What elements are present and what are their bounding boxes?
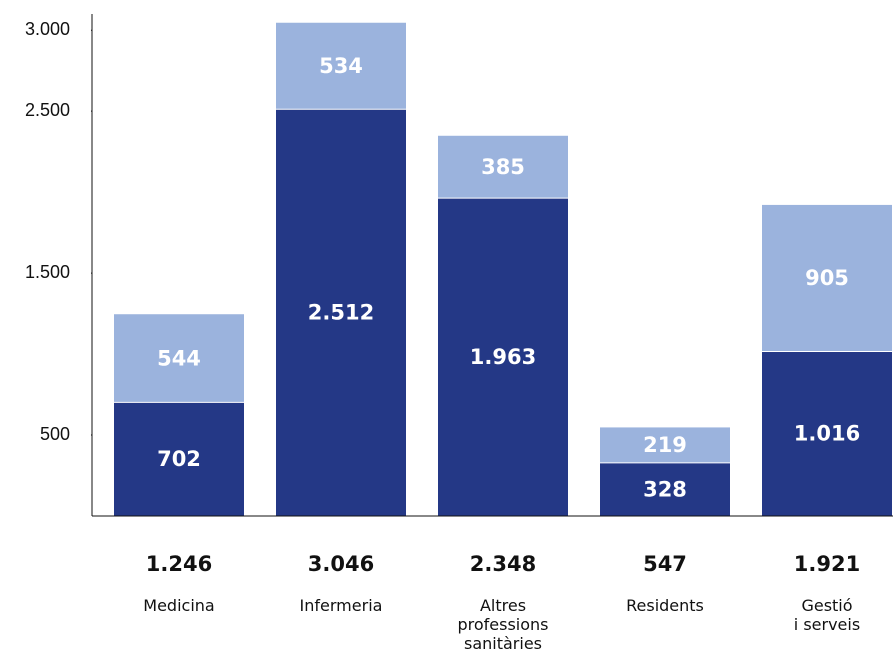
bar-segment <box>114 314 244 403</box>
total-label: 1.246 <box>146 552 212 576</box>
bar-segment <box>762 204 892 352</box>
bar-segment <box>600 462 730 516</box>
category-label: Gestió i serveis <box>793 596 861 634</box>
total-label: 1.921 <box>794 552 860 576</box>
y-tick-label: 2.500 <box>25 100 70 120</box>
value-label: 1.963 <box>470 345 536 369</box>
value-label: 2.512 <box>308 301 374 325</box>
category-label: Medicina <box>143 596 215 615</box>
bar-segment <box>276 22 406 110</box>
bar-segment <box>438 135 568 199</box>
bar-segment <box>276 109 406 516</box>
value-label: 905 <box>805 266 849 290</box>
bar-segment <box>600 427 730 463</box>
total-label: 3.046 <box>308 552 374 576</box>
category-label: Residents <box>626 596 704 615</box>
category-label: Altres professions sanitàries <box>457 596 549 653</box>
bar-segment <box>114 402 244 516</box>
value-label: 328 <box>643 477 687 501</box>
value-label: 219 <box>643 433 687 457</box>
value-label: 1.016 <box>794 422 860 446</box>
value-label: 385 <box>481 155 525 179</box>
value-label: 534 <box>319 54 363 78</box>
y-tick-label: 3.000 <box>25 19 70 39</box>
bar-segment <box>762 351 892 516</box>
value-label: 702 <box>157 447 201 471</box>
total-label: 547 <box>643 552 687 576</box>
category-label: Infermeria <box>299 596 383 615</box>
total-label: 2.348 <box>470 552 536 576</box>
y-tick-label: 1.500 <box>25 262 70 282</box>
bar-segment <box>438 198 568 516</box>
y-tick-label: 500 <box>40 424 70 444</box>
value-label: 544 <box>157 346 201 370</box>
